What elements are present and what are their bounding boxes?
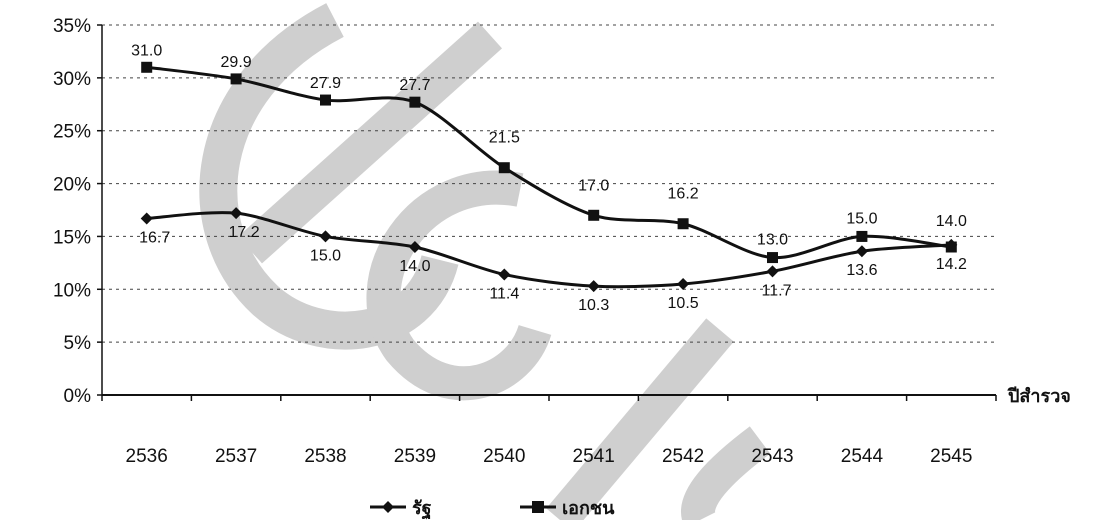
diamond-marker — [140, 212, 153, 225]
watermark-logo — [199, 3, 771, 520]
y-tick-label: 0% — [64, 386, 92, 407]
diamond-marker — [498, 268, 511, 281]
x-tick-label: 2541 — [573, 446, 615, 467]
legend-label: รัฐ — [412, 498, 432, 520]
diamond-marker — [855, 245, 868, 258]
axes — [101, 25, 997, 401]
data-label: 13.6 — [846, 262, 877, 279]
data-label: 15.0 — [846, 210, 877, 227]
square-marker — [141, 61, 153, 73]
y-tick-label: 35% — [53, 16, 91, 37]
data-label: 11.7 — [762, 282, 792, 299]
diamond-marker — [766, 265, 779, 278]
data-label: 16.2 — [668, 186, 699, 203]
square-marker — [856, 230, 868, 242]
data-label: 13.0 — [757, 232, 788, 249]
watermark-stroke — [546, 318, 734, 520]
x-axis-title: ปีสำรวจ — [1007, 386, 1071, 406]
data-label: 14.0 — [936, 213, 967, 230]
legend: รัฐ เอกชน — [370, 498, 615, 520]
x-tick-label: 2545 — [930, 446, 972, 467]
y-tick-label: 5% — [64, 333, 92, 354]
grid-lines — [97, 24, 996, 396]
x-tick-labels: 2536 2537 2538 2539 2540 2541 2542 2543 2544 2545 — [126, 446, 973, 467]
square-marker — [945, 241, 957, 253]
x-tick-label: 2539 — [394, 446, 436, 467]
y-tick-label: 30% — [53, 69, 91, 90]
data-label: 10.3 — [578, 297, 609, 314]
data-label: 21.5 — [489, 130, 520, 147]
watermark-stroke — [681, 426, 771, 520]
square-marker — [588, 209, 600, 221]
diamond-marker — [587, 280, 600, 293]
diamond-marker — [408, 241, 421, 253]
data-label: 16.7 — [139, 229, 170, 246]
x-tick-label: 2537 — [215, 446, 257, 467]
data-label: 29.9 — [221, 54, 252, 71]
data-labels: 16.7 17.2 15.0 14.0 11.4 10.3 10.5 11.7 13.6 14.2… — [131, 42, 967, 314]
x-tick-label: 2536 — [126, 446, 168, 467]
y-tick-labels: 0% 5% 10% 15% 20% 25% 30% 35% — [53, 16, 91, 407]
diamond-marker — [677, 278, 690, 290]
watermark-stroke — [366, 170, 552, 401]
watermark-stroke — [237, 21, 503, 264]
x-tick-label: 2540 — [483, 446, 525, 467]
data-label: 27.9 — [310, 75, 341, 92]
square-marker — [677, 218, 689, 230]
diamond-marker — [230, 207, 243, 220]
legend-label: เอกชน — [562, 498, 615, 518]
x-tick-label: 2544 — [841, 446, 884, 467]
data-label: 15.0 — [310, 247, 341, 264]
series-line-state — [146, 211, 952, 289]
y-tick-label: 20% — [53, 175, 91, 196]
square-marker — [230, 73, 242, 85]
data-label: 17.2 — [229, 224, 260, 241]
legend-diamond-icon — [382, 501, 394, 513]
x-tick-label: 2542 — [662, 446, 704, 467]
square-marker — [409, 96, 421, 108]
y-tick-label: 15% — [53, 227, 91, 248]
square-marker — [767, 252, 778, 264]
x-tick-label: 2543 — [751, 446, 793, 467]
data-label: 14.0 — [399, 258, 430, 275]
square-marker — [320, 94, 331, 106]
data-label: 31.0 — [131, 42, 162, 59]
legend-square-icon — [532, 501, 544, 513]
data-label: 27.7 — [399, 77, 430, 94]
series-line-private — [146, 65, 952, 260]
y-tick-label: 10% — [53, 280, 91, 301]
data-label: 17.0 — [578, 177, 609, 194]
data-label: 11.4 — [489, 285, 519, 302]
y-tick-label: 25% — [53, 122, 91, 143]
diamond-marker — [319, 230, 332, 243]
series-group — [140, 61, 958, 293]
square-marker — [498, 162, 510, 174]
x-tick-label: 2538 — [304, 446, 346, 467]
data-label: 14.2 — [936, 256, 967, 273]
data-label: 10.5 — [668, 295, 699, 312]
